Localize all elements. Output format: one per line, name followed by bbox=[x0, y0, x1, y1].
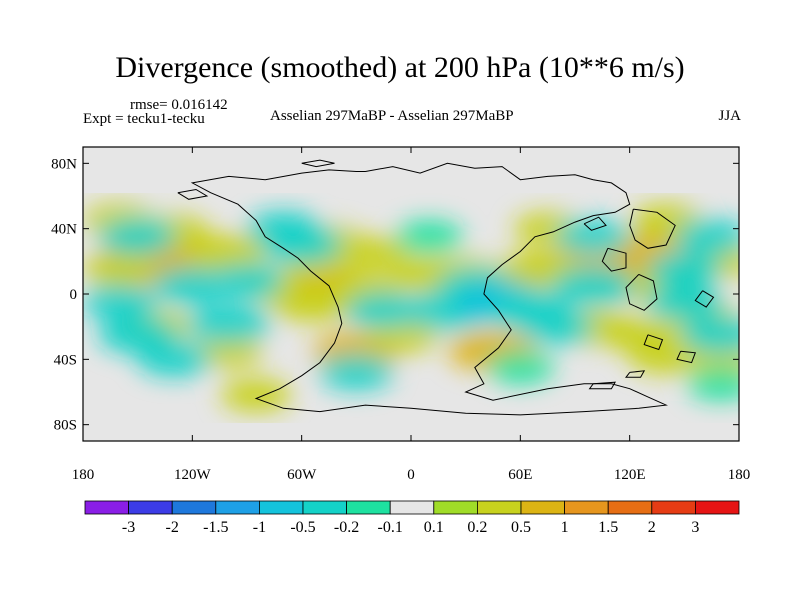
colorbar-label: 0.2 bbox=[467, 519, 487, 536]
coastline-siberian-island bbox=[583, 216, 607, 231]
field-anomaly-38 bbox=[137, 341, 212, 377]
field-anomaly-54 bbox=[556, 219, 631, 255]
coastline-tethys-island-2 bbox=[676, 350, 696, 364]
colorbar-label: 1.5 bbox=[598, 519, 618, 536]
lon-tick-label: 60W bbox=[287, 467, 317, 483]
coastline-austral-island-1 bbox=[588, 381, 616, 390]
colorbar-label: -1.5 bbox=[203, 519, 228, 536]
lon-tick-label: 120E bbox=[614, 467, 646, 483]
colorbar-swatch bbox=[302, 500, 347, 515]
field-anomaly-33 bbox=[220, 378, 292, 413]
colorbar: -3 -2 -1.5 -1 -0.5 -0.2 -0.1 0.1 0.2 0.5 1 1.5 2 3 bbox=[84, 500, 740, 536]
colorbar-swatch bbox=[695, 500, 740, 515]
colorbar-swatch bbox=[84, 500, 129, 515]
field-anomaly-48 bbox=[519, 309, 594, 345]
lat-tick-label: 80S bbox=[54, 418, 77, 434]
field-anomaly-58 bbox=[686, 367, 739, 401]
colorbar-label: -0.2 bbox=[334, 519, 359, 536]
lon-tick-label: 180 bbox=[728, 467, 751, 483]
coastline-pangea bbox=[190, 162, 668, 416]
lat-tick-label: 40S bbox=[54, 352, 77, 368]
colorbar-swatch bbox=[346, 500, 391, 515]
lon-tick-label: 60E bbox=[508, 467, 532, 483]
lon-tick-label: 120W bbox=[174, 467, 212, 483]
chart-title: Divergence (smoothed) at 200 hPa (10**6 … bbox=[115, 51, 685, 84]
rmse-label: rmse= 0.016142 bbox=[130, 97, 228, 113]
field-anomaly-49 bbox=[551, 266, 635, 306]
coastline-tethys-island-1 bbox=[643, 334, 664, 351]
colorbar-label: -3 bbox=[122, 519, 135, 536]
field-anomaly-32 bbox=[194, 334, 263, 368]
field-anomaly-2 bbox=[188, 234, 269, 272]
field-anomaly-3 bbox=[83, 251, 157, 288]
colorbar-swatch bbox=[564, 500, 609, 515]
coastline-north-china-block bbox=[629, 208, 676, 249]
field-anomaly-40 bbox=[210, 263, 284, 299]
field-anomaly-39 bbox=[187, 304, 271, 343]
field-anomaly-53 bbox=[674, 219, 739, 255]
field-anomaly-12 bbox=[339, 236, 411, 271]
colorbar-swatch bbox=[651, 500, 696, 515]
divergence-field bbox=[83, 159, 739, 416]
colorbar-swatch bbox=[476, 500, 522, 515]
colorbar-label: -0.5 bbox=[290, 519, 315, 536]
coastline-austral-island-2 bbox=[624, 370, 646, 378]
colorbar-label: 0.5 bbox=[511, 519, 531, 536]
colorbar-label: -1 bbox=[253, 519, 266, 536]
colorbar-label: -2 bbox=[166, 519, 179, 536]
colorbar-label: 0.1 bbox=[424, 519, 444, 536]
lat-tick-label: 80N bbox=[51, 156, 77, 172]
field-anomaly-56 bbox=[319, 354, 394, 390]
colorbar-label: -0.1 bbox=[378, 519, 403, 536]
experiment-label: Expt = tecku1-tecku bbox=[83, 111, 205, 127]
coastline-arctic-island bbox=[301, 159, 335, 168]
season-label: JJA bbox=[718, 108, 741, 124]
colorbar-label: 2 bbox=[648, 519, 656, 536]
field-anomaly-55 bbox=[395, 220, 464, 254]
field-anomaly-36 bbox=[83, 284, 157, 320]
colorbar-swatch bbox=[520, 500, 565, 515]
comparison-label: Asselian 297MaBP - Asselian 297MaBP bbox=[270, 108, 514, 124]
coastline-indochina-block bbox=[601, 247, 627, 272]
colorbar-label: 3 bbox=[691, 519, 699, 536]
field-anomaly-52 bbox=[680, 316, 739, 354]
field-anomaly-28 bbox=[627, 337, 705, 375]
coastline-south-china-block bbox=[625, 273, 658, 311]
field-anomaly-51 bbox=[647, 251, 722, 288]
field-anomaly-57 bbox=[486, 351, 555, 384]
colorbar-swatch bbox=[171, 500, 217, 515]
axis-ticks: 80N 40N 0 40S 80S 180 120W 60W 0 60E 120E 180 bbox=[51, 147, 750, 483]
coastline-north-island bbox=[177, 188, 209, 200]
field-anomaly-43 bbox=[345, 292, 423, 329]
lat-tick-label: 40N bbox=[51, 222, 77, 238]
coastlines bbox=[177, 159, 715, 416]
colorbar-label: 1 bbox=[561, 519, 569, 536]
colorbar-swatch bbox=[215, 500, 260, 515]
field-anomaly-50 bbox=[645, 283, 723, 321]
colorbar-swatch bbox=[128, 500, 173, 515]
field-anomaly-42 bbox=[246, 211, 321, 247]
field-anomaly-34 bbox=[99, 218, 177, 256]
colorbar-swatch bbox=[433, 500, 478, 515]
lon-tick-label: 180 bbox=[72, 467, 95, 483]
colorbar-swatch bbox=[607, 500, 653, 515]
lat-tick-label: 0 bbox=[70, 287, 78, 303]
colorbar-swatch bbox=[389, 500, 435, 515]
lon-tick-label: 0 bbox=[407, 467, 415, 483]
coastline-east-island-1 bbox=[694, 290, 715, 308]
colorbar-swatch bbox=[258, 500, 304, 515]
